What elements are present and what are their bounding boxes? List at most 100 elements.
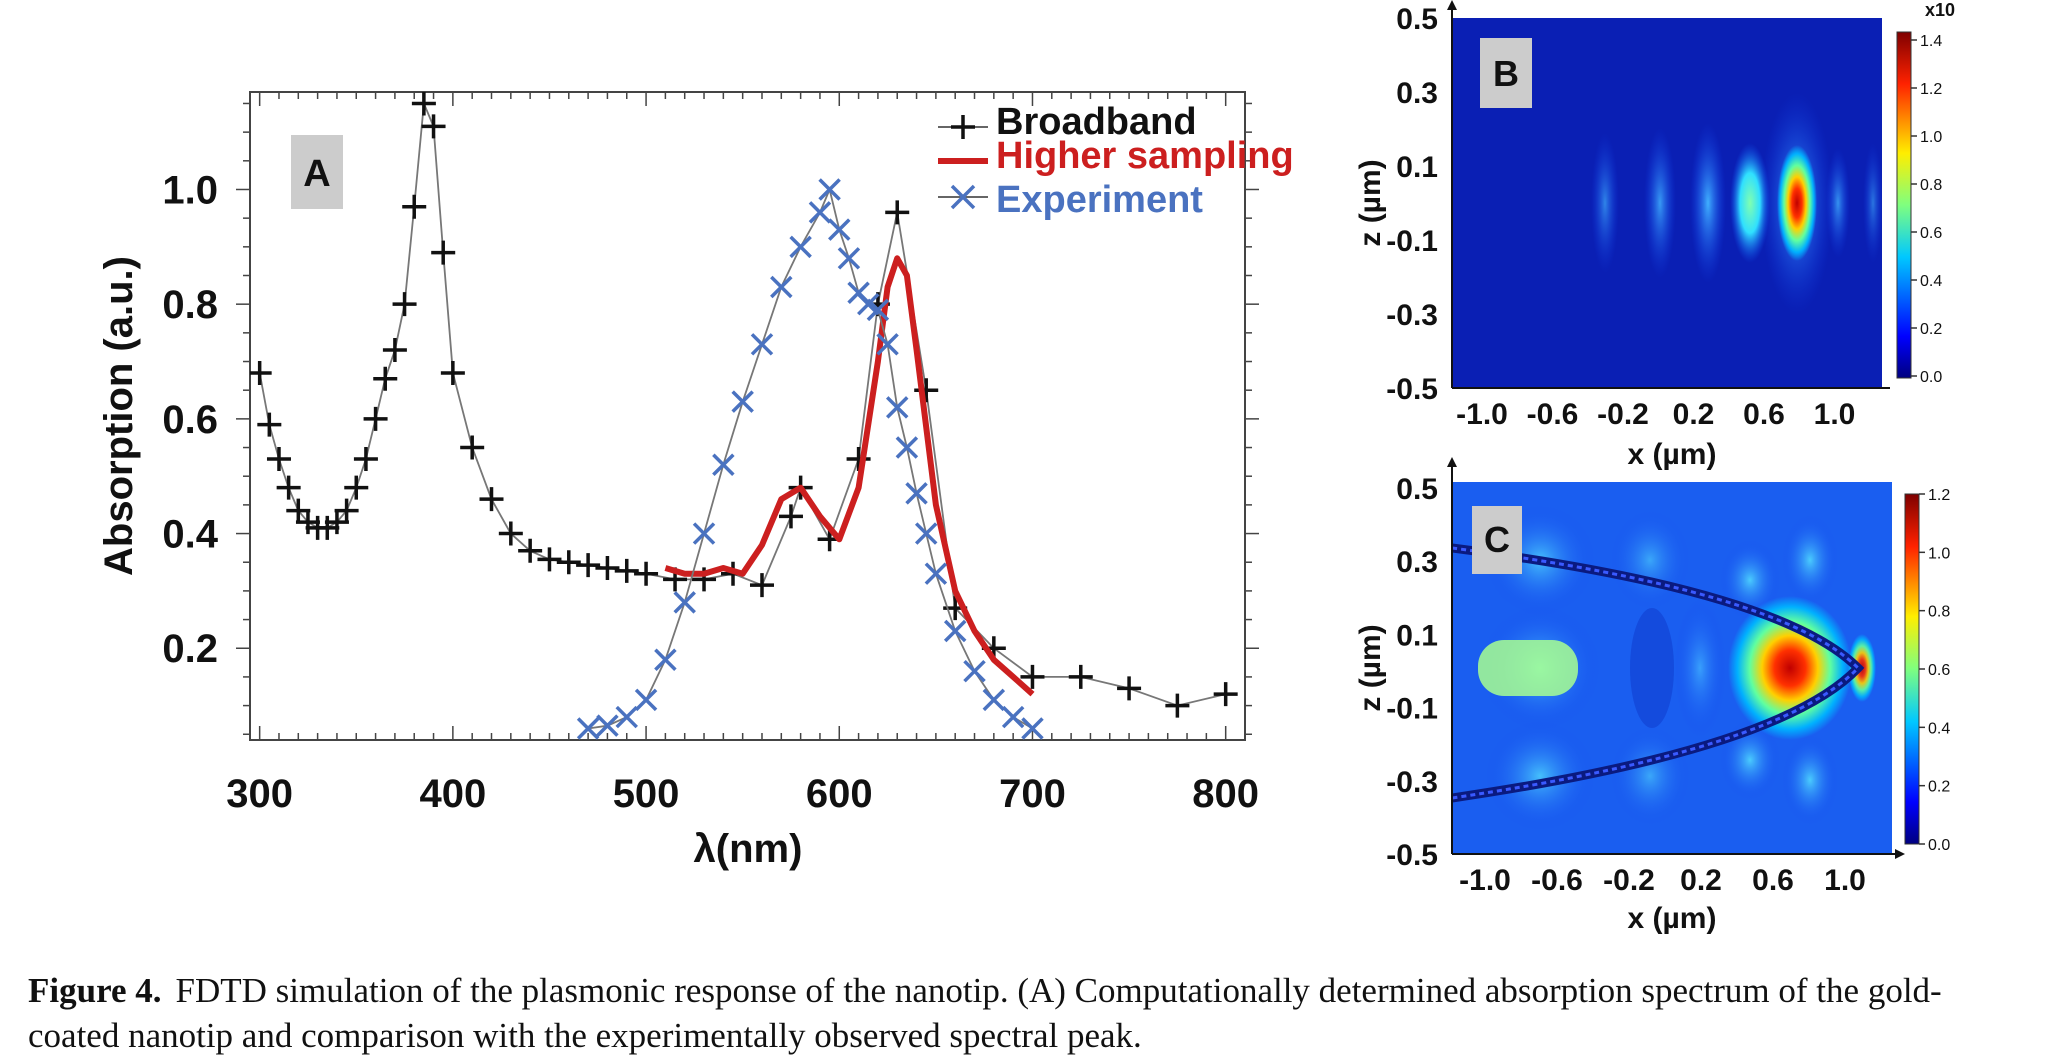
colorbar-tick-label: 0.8 (1920, 177, 1942, 194)
data-point (963, 659, 986, 683)
data-point (982, 688, 1006, 712)
data-point (392, 292, 417, 317)
x-tick-labels: 300 400 500 600 700 800 (226, 772, 1259, 816)
colorbar-tick-labels: 1.4 1.2 1.0 0.8 0.6 0.4 0.2 0.0 (1911, 33, 1942, 386)
x-tick-label: -0.6 (1531, 864, 1583, 897)
data-point (334, 498, 359, 523)
x-tick-label: 0.2 (1680, 864, 1722, 897)
legend-label-experiment: Experiment (996, 179, 1203, 221)
data-point (924, 562, 948, 585)
series-higher-sampling (664, 255, 1035, 697)
data-point (818, 178, 841, 201)
data-point (846, 447, 871, 472)
legend-item-higher-sampling: Higher sampling (938, 135, 1294, 177)
colorbar-tick-label: 1.4 (1920, 33, 1942, 50)
y-tick-label: 0.8 (162, 283, 218, 327)
data-point (479, 487, 504, 512)
y-tick-labels: 0.5 0.3 0.1 -0.1 -0.3 -0.5 (1386, 473, 1438, 872)
y-tick-label: 0.1 (1396, 151, 1438, 184)
colorbar-tick-label: 1.2 (1928, 487, 1950, 504)
x-tick-label: -0.6 (1527, 398, 1579, 431)
y-tick-label: 0.2 (162, 627, 218, 671)
x-tick-label: -1.0 (1459, 864, 1511, 897)
series-line (587, 186, 1033, 730)
data-point (789, 235, 812, 259)
data-point (595, 555, 620, 580)
y-tick-label: -0.5 (1386, 839, 1438, 872)
y-tick-label: 0.5 (1396, 3, 1438, 36)
data-point (837, 247, 861, 270)
data-point (373, 366, 398, 391)
colorbar-tick-label: 0.4 (1920, 273, 1942, 290)
data-point (614, 558, 639, 583)
data-point (750, 333, 774, 356)
data-point (537, 547, 562, 572)
data-point (778, 504, 803, 529)
colorbar-multiplier: x10 (1925, 0, 1955, 20)
data-point (498, 521, 523, 546)
y-tick-label: 0.5 (1396, 473, 1438, 506)
panel-label-box (291, 135, 343, 209)
data-point (1117, 676, 1142, 701)
colorbar (1904, 493, 1920, 845)
caption-text: FDTD simulation of the plasmonic respons… (28, 971, 1942, 1055)
field-map-intensity (1591, 93, 1882, 313)
colorbar-tick-label: 1.0 (1928, 545, 1950, 562)
x-tick-label: 1.0 (1814, 398, 1856, 431)
data-point (431, 240, 456, 265)
colorbar-tick-label: 0.2 (1920, 321, 1942, 338)
panel-label: A (303, 153, 330, 195)
x-tick-label: 400 (419, 772, 486, 816)
x-tick-label: 0.6 (1743, 398, 1785, 431)
y-axis-label: Absorption (a.u.) (97, 256, 141, 576)
data-point (876, 333, 899, 356)
data-point (1020, 664, 1045, 689)
data-point (712, 453, 735, 476)
panel-label: C (1484, 519, 1510, 560)
x-tick-label: 1.0 (1824, 864, 1866, 897)
panel-label-box (1480, 38, 1532, 108)
data-point (914, 378, 939, 403)
colorbar-tick-label: 1.2 (1920, 81, 1942, 98)
data-point (749, 573, 774, 598)
data-point (1213, 682, 1238, 707)
y-tick-label: -0.1 (1386, 693, 1438, 726)
y-tick-label: -0.5 (1386, 373, 1438, 406)
y-tick-label: 0.3 (1396, 77, 1438, 110)
y-tick-label: -0.3 (1386, 766, 1438, 799)
data-point (673, 591, 696, 614)
x-tick-label: -0.2 (1597, 398, 1649, 431)
data-point (1021, 717, 1044, 740)
data-point (1001, 705, 1025, 729)
x-tick-label: 0.2 (1673, 398, 1715, 431)
data-point (402, 194, 427, 219)
colorbar-tick-label: 0.4 (1928, 720, 1950, 737)
data-point (421, 114, 446, 139)
data-point (576, 717, 600, 740)
data-point (770, 275, 793, 299)
x-tick-labels: -1.0 -0.6 -0.2 0.2 0.6 1.0 (1456, 398, 1855, 431)
series-broadband (250, 92, 1238, 718)
data-point (1068, 664, 1093, 689)
y-tick-label: 1.0 (162, 168, 218, 212)
y-tick-labels: 0.2 0.4 0.6 0.8 1.0 (162, 168, 218, 671)
series-line (664, 255, 1035, 697)
x-tick-labels: -1.0 -0.6 -0.2 0.2 0.6 1.0 (1459, 864, 1866, 897)
data-point (266, 447, 291, 472)
figure-caption: Figure 4. FDTD simulation of the plasmoni… (28, 968, 2028, 1058)
data-point (518, 538, 543, 563)
x-axis-label: λ(nm) (694, 827, 803, 871)
x-tick-label: 700 (999, 772, 1066, 816)
legend-label-broadband: Broadband (996, 101, 1197, 143)
data-point (276, 475, 301, 500)
data-point (250, 360, 272, 385)
panel-label-box (1472, 506, 1522, 574)
y-tick-label: -0.1 (1386, 225, 1438, 258)
y-tick-label: 0.6 (162, 398, 218, 442)
data-point (828, 218, 851, 241)
series-experiment (576, 178, 1044, 740)
data-point (353, 447, 378, 472)
y-tick-label: 0.1 (1396, 619, 1438, 652)
y-axis-label: z (µm) (1354, 624, 1387, 711)
x-tick-label: 300 (226, 772, 293, 816)
